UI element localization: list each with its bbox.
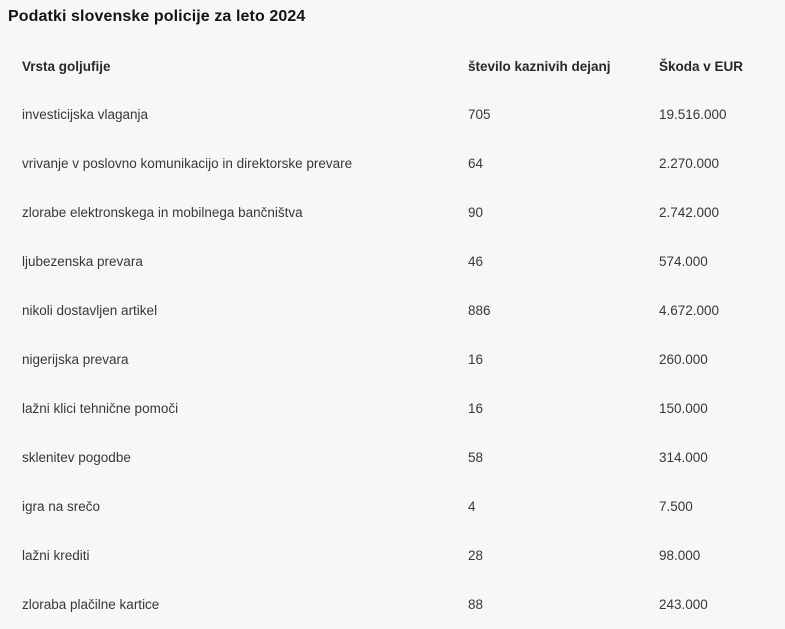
cell-damage: 260.000 — [659, 352, 708, 367]
cell-fraud-type: igra na srečo — [22, 499, 101, 514]
cell-damage: 574.000 — [659, 254, 708, 269]
column-header-fraud-type: Vrsta goljufije — [22, 59, 111, 74]
cell-count: 64 — [468, 156, 484, 171]
cell-count: 46 — [468, 254, 484, 269]
cell-fraud-type: nigerijska prevara — [22, 352, 129, 367]
table-row: lažni klici tehnične pomoči 16 150.000 — [22, 384, 763, 433]
cell-fraud-type: zloraba plačilne kartice — [22, 597, 160, 612]
table-header-row: Vrsta goljufije število kaznivih dejanj … — [22, 58, 763, 90]
table-row: zloraba plačilne kartice 88 243.000 — [22, 580, 763, 629]
cell-fraud-type: investicijska vlaganja — [22, 107, 149, 122]
table-row: lažni krediti 28 98.000 — [22, 531, 763, 580]
table-row: zlorabe elektronskega in mobilnega bančn… — [22, 188, 763, 237]
table-body: investicijska vlaganja 705 19.516.000 vriva… — [22, 90, 763, 629]
cell-fraud-type: ljubezenska prevara — [22, 254, 143, 269]
cell-count: 58 — [468, 450, 484, 465]
cell-fraud-type: nikoli dostavljen artikel — [22, 303, 158, 318]
cell-count: 4 — [468, 499, 476, 514]
cell-fraud-type: sklenitev pogodbe — [22, 450, 131, 465]
table-row: igra na srečo 4 7.500 — [22, 482, 763, 531]
cell-fraud-type: vrivanje v poslovno komunikacijo in dire… — [22, 156, 353, 171]
cell-damage: 150.000 — [659, 401, 708, 416]
table-row: ljubezenska prevara 46 574.000 — [22, 237, 763, 286]
cell-count: 90 — [468, 205, 484, 220]
table-row: nigerijska prevara 16 260.000 — [22, 335, 763, 384]
cell-damage: 314.000 — [659, 450, 708, 465]
table-row: investicijska vlaganja 705 19.516.000 — [22, 90, 763, 139]
cell-damage: 7.500 — [659, 499, 693, 514]
cell-fraud-type: zlorabe elektronskega in mobilnega bančn… — [22, 205, 303, 220]
column-header-count: število kaznivih dejanj — [468, 59, 611, 74]
cell-damage: 98.000 — [659, 548, 701, 563]
column-header-damage: Škoda v EUR — [659, 59, 744, 74]
cell-count: 88 — [468, 597, 484, 612]
cell-count: 16 — [468, 352, 484, 367]
table-row: nikoli dostavljen artikel 886 4.672.000 — [22, 286, 763, 335]
cell-damage: 2.270.000 — [659, 156, 720, 171]
table-row: sklenitev pogodbe 58 314.000 — [22, 433, 763, 482]
cell-count: 705 — [468, 107, 491, 122]
fraud-table: Vrsta goljufije število kaznivih dejanj … — [22, 58, 763, 629]
table-row: vrivanje v poslovno komunikacijo in dire… — [22, 139, 763, 188]
cell-damage: 2.742.000 — [659, 205, 720, 220]
cell-fraud-type: lažni klici tehnične pomoči — [22, 401, 179, 416]
cell-damage: 19.516.000 — [659, 107, 727, 122]
cell-count: 28 — [468, 548, 484, 563]
cell-count: 16 — [468, 401, 484, 416]
cell-damage: 4.672.000 — [659, 303, 720, 318]
page-title: Podatki slovenske policije za leto 2024 — [8, 8, 306, 25]
cell-damage: 243.000 — [659, 597, 708, 612]
cell-fraud-type: lažni krediti — [22, 548, 90, 563]
cell-count: 886 — [468, 303, 491, 318]
